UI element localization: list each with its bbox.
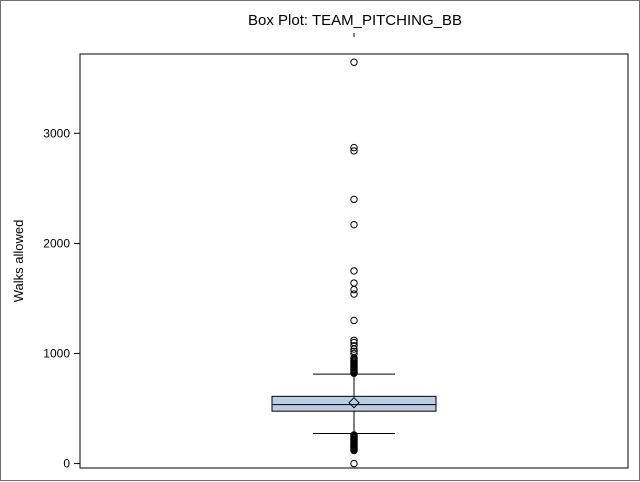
outlier-point: [350, 431, 358, 439]
outlier-point: [350, 338, 358, 347]
outlier-point: [350, 290, 358, 298]
outlier-point: [350, 349, 358, 358]
y-axis-label: Walks allowed: [11, 220, 26, 303]
outlier-point: [350, 342, 358, 350]
outlier-point: [350, 347, 358, 355]
outlier-point: [350, 143, 358, 152]
outlier-point: [350, 459, 358, 468]
outliers-group: [350, 58, 358, 468]
y-tick-label: 0: [63, 457, 70, 471]
outlier-point: [350, 195, 358, 204]
y-tick-label: 2000: [43, 236, 70, 250]
box-iqr: [271, 395, 437, 412]
outlier-point: [350, 220, 358, 229]
outlier-point: [350, 285, 358, 294]
y-tick-label: 1000: [43, 346, 70, 360]
outlier-point: [350, 336, 358, 344]
outlier-point: [350, 267, 358, 275]
y-axis-ticks: 0 1000 2000 3000: [43, 126, 80, 471]
y-tick-label: 3000: [43, 126, 70, 140]
outlier-point: [350, 58, 358, 66]
mean-marker: [348, 396, 360, 409]
outlier-point: [350, 279, 358, 287]
outlier-point: [350, 147, 358, 155]
chart-title: Box Plot: TEAM_PITCHING_BB: [248, 12, 462, 29]
outlier-point: [350, 316, 358, 325]
plot-frame: [79, 53, 629, 469]
box-group: [271, 373, 437, 435]
